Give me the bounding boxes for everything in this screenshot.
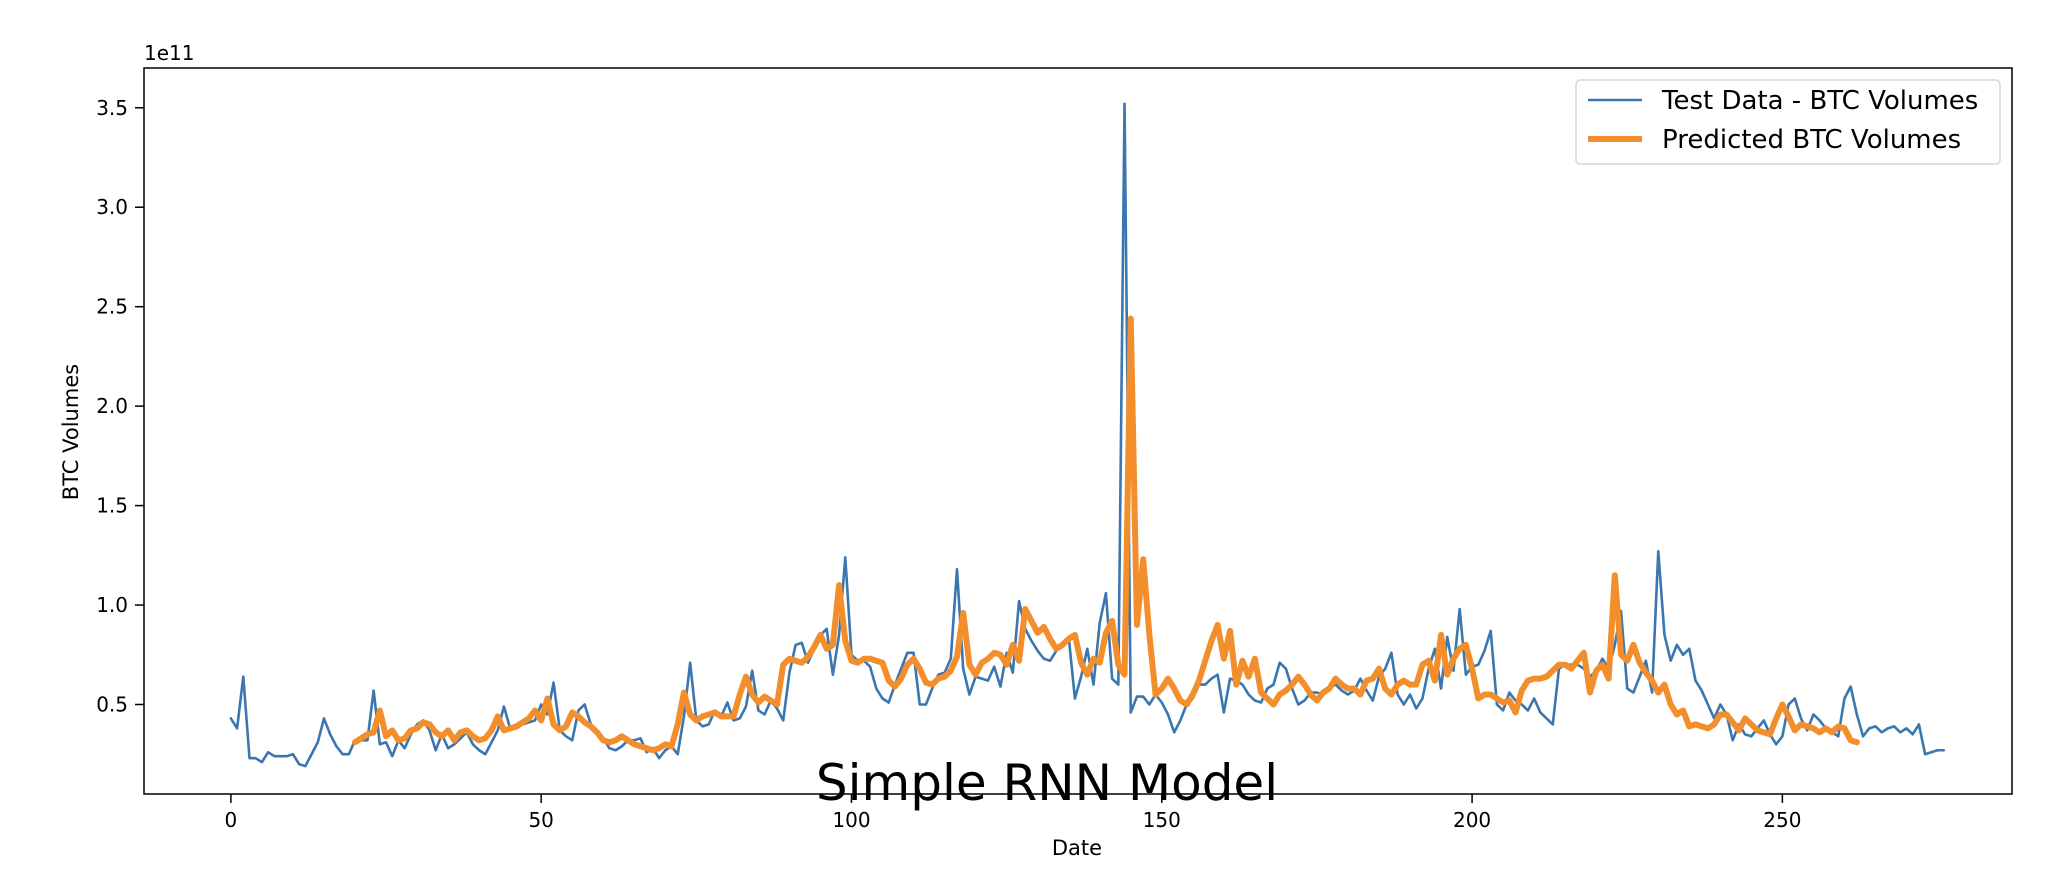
plot-area [229, 102, 1946, 768]
x-tick-label: 200 [1453, 808, 1491, 832]
legend-label-predicted: Predicted BTC Volumes [1662, 125, 1961, 155]
y-tick-label: 2.5 [96, 295, 128, 319]
plot-frame [143, 67, 2013, 795]
y-tick-label: 3.0 [96, 195, 128, 219]
x-tick-label: 100 [832, 808, 870, 832]
x-tick-label: 0 [225, 808, 238, 832]
x-axis-label: Date [1052, 836, 1102, 860]
legend: Test Data - BTC Volumes Predicted BTC Vo… [1575, 79, 2001, 165]
x-axis: 0 50 100 150 200 250 [225, 794, 1801, 832]
x-tick-label: 250 [1763, 808, 1801, 832]
y-tick-label: 3.5 [96, 96, 128, 120]
series-line-predicted [352, 315, 1860, 754]
chart-title: Simple RNN Model [816, 754, 1278, 812]
x-tick-label: 50 [528, 808, 553, 832]
y-axis: 0.5 1.0 1.5 2.0 2.5 3.0 3.5 [96, 96, 144, 716]
y-tick-label: 2.0 [96, 394, 128, 418]
y-axis-label: BTC Volumes [59, 364, 83, 500]
y-offset-label: 1e11 [144, 41, 194, 65]
legend-label-test: Test Data - BTC Volumes [1661, 86, 1978, 116]
y-tick-label: 1.0 [96, 593, 128, 617]
y-tick-label: 1.5 [96, 494, 128, 518]
y-tick-label: 0.5 [96, 692, 128, 716]
x-tick-label: 150 [1143, 808, 1181, 832]
legend-box [1575, 79, 2001, 165]
